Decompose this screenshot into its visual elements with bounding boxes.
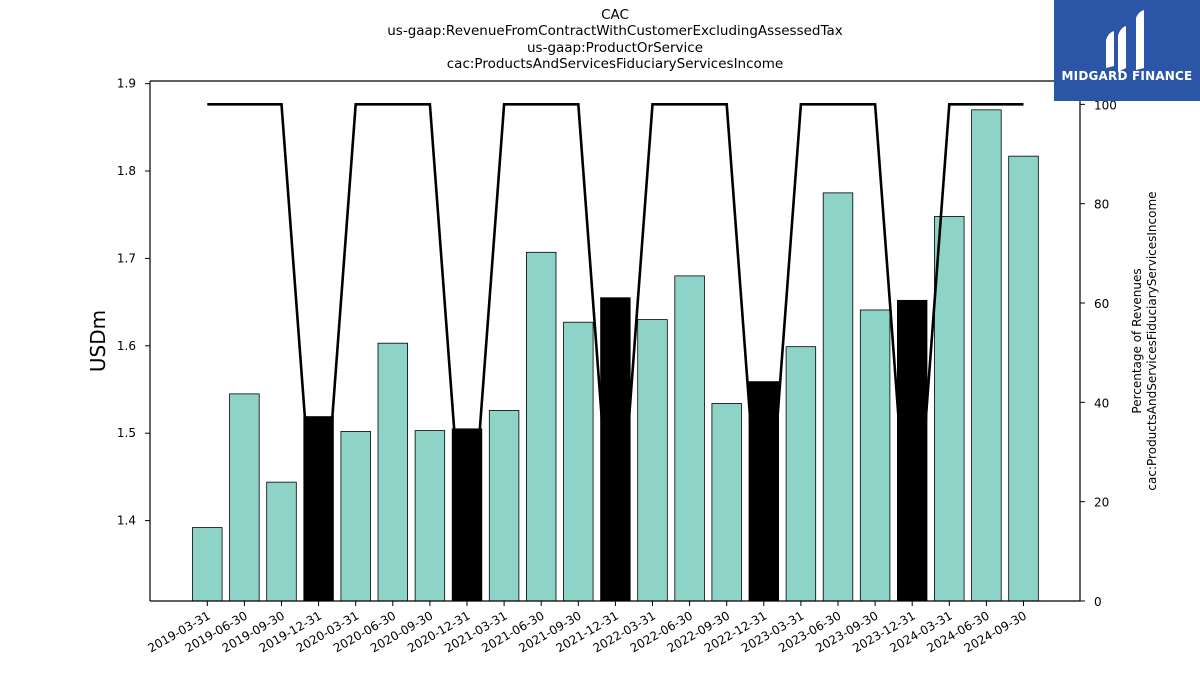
y2-axis-label: Percentage of Revenues [1130, 268, 1144, 413]
bar [934, 216, 965, 602]
bar [526, 251, 557, 602]
y2-axis-label: cac:ProductsAndServicesFiduciaryServices… [1145, 191, 1159, 490]
bar [488, 410, 520, 602]
bar [600, 297, 631, 602]
y-tick-label: 1.7 [117, 251, 136, 265]
bar [1008, 155, 1039, 602]
bar [340, 431, 371, 602]
bar [748, 381, 780, 602]
y-tick-label: 1.6 [117, 339, 136, 353]
chart-title-line: us-gaap:ProductOrService [526, 39, 704, 56]
bar [192, 527, 223, 602]
y-tick-label: 1.4 [117, 514, 136, 528]
bar [266, 481, 297, 602]
chart-title-line: CAC [601, 7, 629, 23]
y2-tick-label: 100 [1094, 98, 1117, 112]
chart-title-line: us-gaap:RevenueFromContractWithCustomerE… [387, 23, 843, 40]
y-tick-label: 1.9 [117, 77, 136, 91]
logo: MIDGARD FINANCE [1054, 0, 1200, 101]
logo-text: MIDGARD FINANCE [1061, 69, 1193, 83]
midgard-logo-icon [1106, 10, 1144, 72]
chart-title-line: cac:ProductsAndServicesFiduciaryServices… [446, 55, 784, 72]
y-tick-label: 1.8 [117, 164, 136, 178]
y-tick-label: 1.5 [117, 426, 136, 440]
bar [711, 403, 742, 602]
y2-tick-label: 40 [1094, 396, 1109, 410]
chart-title: CAC us-gaap:RevenueFromContractWithCusto… [300, 7, 930, 72]
y-axis-label: USDm [86, 310, 110, 372]
y2-tick-label: 80 [1094, 198, 1109, 212]
y2-tick-label: 20 [1094, 496, 1109, 510]
bar [414, 430, 446, 602]
bar [303, 416, 334, 602]
bar [674, 275, 705, 602]
bar [563, 321, 594, 602]
bar [859, 309, 891, 602]
y2-tick-label: 0 [1094, 595, 1102, 609]
bar [637, 319, 668, 602]
bar [822, 192, 854, 602]
bar [377, 342, 409, 602]
bar [971, 109, 1002, 602]
bar [229, 393, 260, 602]
y2-tick-label: 60 [1094, 297, 1109, 311]
bar [785, 346, 817, 602]
bar [897, 299, 928, 602]
